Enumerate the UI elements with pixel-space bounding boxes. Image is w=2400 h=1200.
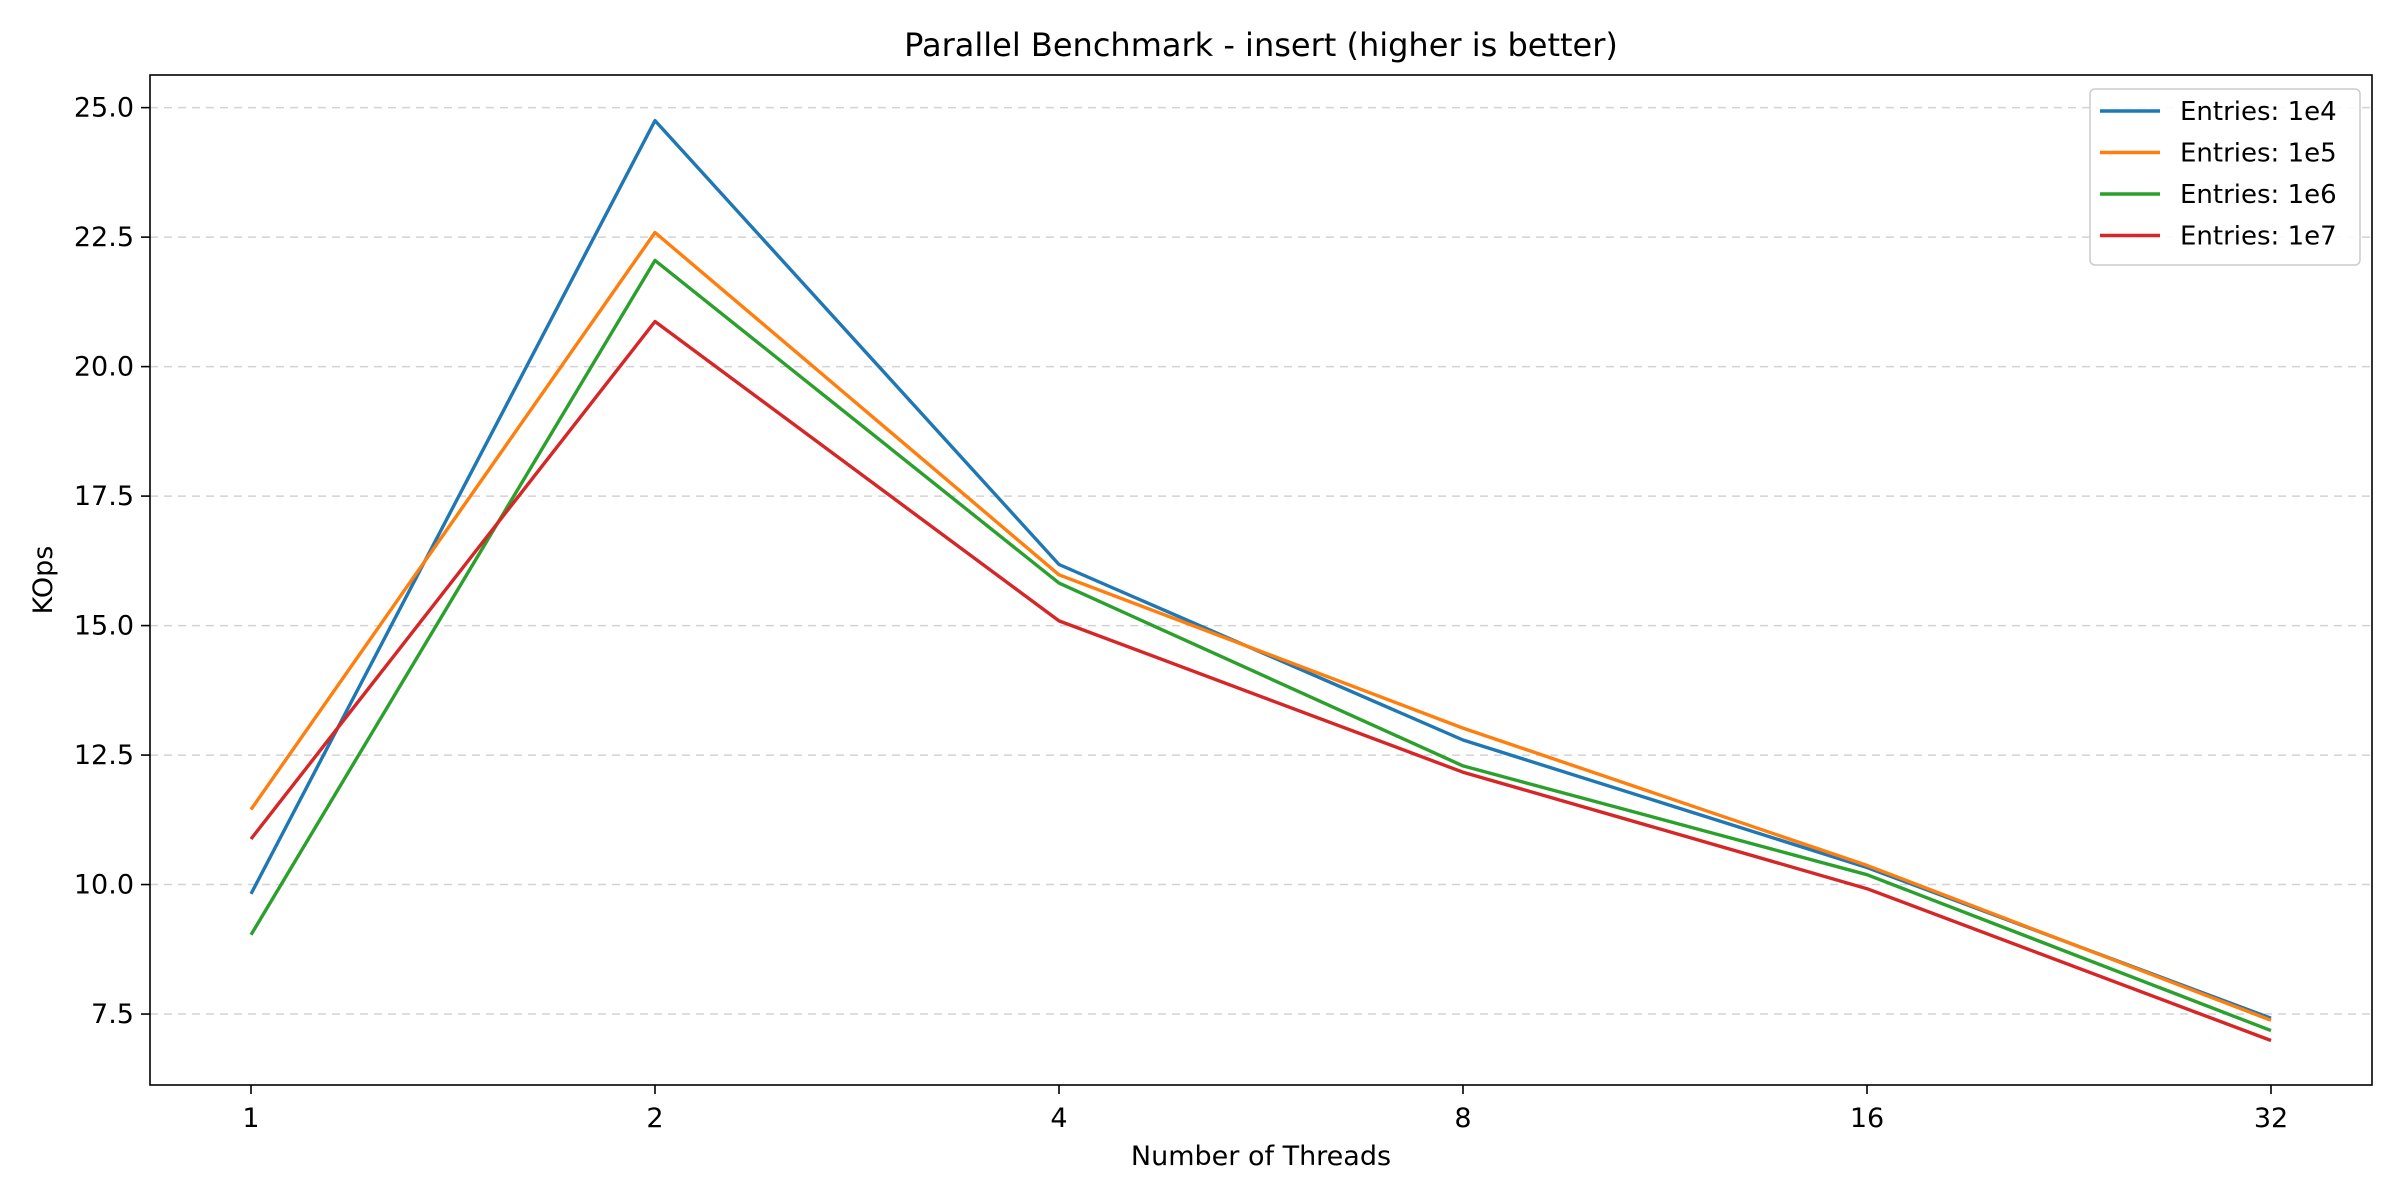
- legend-label: Entries: 1e7: [2180, 222, 2337, 252]
- y-tick-label: 15.0: [74, 611, 134, 642]
- series-lines: [249, 118, 2272, 1043]
- x-tick-label: 8: [1454, 1103, 1471, 1134]
- y-tick-label: 12.5: [74, 740, 134, 771]
- y-axis-label: KOps: [28, 546, 59, 615]
- legend-label: Entries: 1e4: [2180, 97, 2337, 127]
- y-tick-label: 22.5: [74, 222, 134, 253]
- y-tick-label: 20.0: [74, 352, 134, 383]
- x-tick-label: 1: [242, 1103, 259, 1134]
- legend-label: Entries: 1e5: [2180, 139, 2337, 169]
- series-line-entries-1e5: [249, 230, 2272, 1022]
- x-axis-ticks: 1 2 4 8 16 32: [242, 1085, 2288, 1134]
- legend-box: [2089, 88, 2361, 266]
- x-tick-label: 4: [1050, 1103, 1067, 1134]
- plot-frame: [149, 74, 2373, 1086]
- x-axis-label: Number of Threads: [1131, 1141, 1391, 1172]
- x-tick-label: 16: [1850, 1103, 1884, 1134]
- y-tick-label: 25.0: [74, 93, 134, 124]
- y-tick-label: 7.5: [91, 999, 134, 1030]
- x-tick-label: 32: [2254, 1103, 2288, 1134]
- y-tick-label: 10.0: [74, 870, 134, 901]
- series-line-entries-1e6: [249, 258, 2272, 1033]
- legend-label: Entries: 1e6: [2180, 180, 2337, 210]
- series-line-entries-1e7: [249, 319, 2272, 1043]
- x-tick-label: 2: [646, 1103, 663, 1134]
- y-tick-label: 17.5: [74, 481, 134, 512]
- legend: Entries: 1e4 Entries: 1e5 Entries: 1e6 Entr…: [2089, 88, 2361, 266]
- y-axis-ticks: 7.5 10.0 12.5 15.0 17.5 20.0 22.5 25.0: [74, 93, 150, 1030]
- chart-title: Parallel Benchmark - insert (higher is b…: [904, 26, 1618, 64]
